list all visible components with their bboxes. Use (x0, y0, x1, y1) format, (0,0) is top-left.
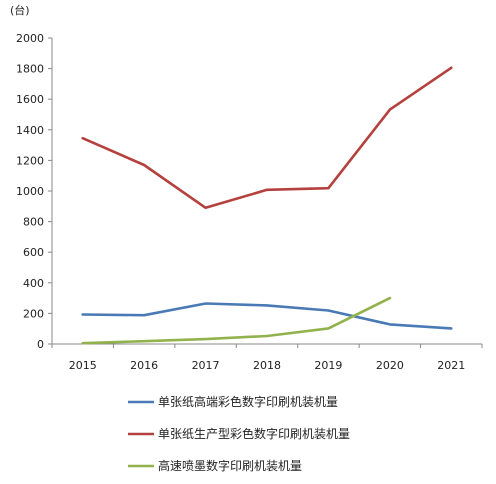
y-axis-ticks: 0 200 400 600 800 1000 1200 1400 1600 1800 2000 (16, 32, 52, 351)
y-tick-label: 1000 (16, 185, 44, 198)
x-tick-label: 2015 (69, 359, 97, 372)
y-tick-label: 1800 (16, 63, 44, 76)
series-line-1 (81, 302, 453, 330)
y-tick-label: 200 (23, 307, 44, 320)
x-tick-label: 2021 (437, 359, 465, 372)
x-axis-ticks: 2015 2016 2017 2018 2019 2020 2021 (51, 344, 483, 372)
y-tick-label: 800 (23, 216, 44, 229)
x-tick-label: 2017 (192, 359, 220, 372)
y-tick-label: 400 (23, 277, 44, 290)
y-tick-label: 0 (37, 338, 44, 351)
x-tick-label: 2019 (314, 359, 342, 372)
series-line-3 (81, 296, 392, 345)
x-tick-label: 2018 (253, 359, 281, 372)
legend: 单张纸高端彩色数字印刷机装机量单张纸生产型彩色数字印刷机装机量高速喷墨数字印刷机… (128, 394, 350, 473)
series-lines (81, 66, 453, 345)
y-tick-label: 1200 (16, 154, 44, 167)
x-tick-label: 2020 (376, 359, 404, 372)
y-tick-label: 2000 (16, 32, 44, 45)
x-tick-label: 2016 (130, 359, 158, 372)
legend-label-2: 单张纸生产型彩色数字印刷机装机量 (158, 426, 350, 441)
legend-label-1: 单张纸高端彩色数字印刷机装机量 (158, 394, 338, 409)
series-line-2 (81, 66, 453, 210)
y-tick-label: 1400 (16, 124, 44, 137)
y-tick-label: 600 (23, 246, 44, 259)
legend-label-3: 高速喷墨数字印刷机装机量 (158, 458, 302, 473)
y-axis-unit-label: (台) (10, 3, 30, 17)
y-tick-label: 1600 (16, 93, 44, 106)
